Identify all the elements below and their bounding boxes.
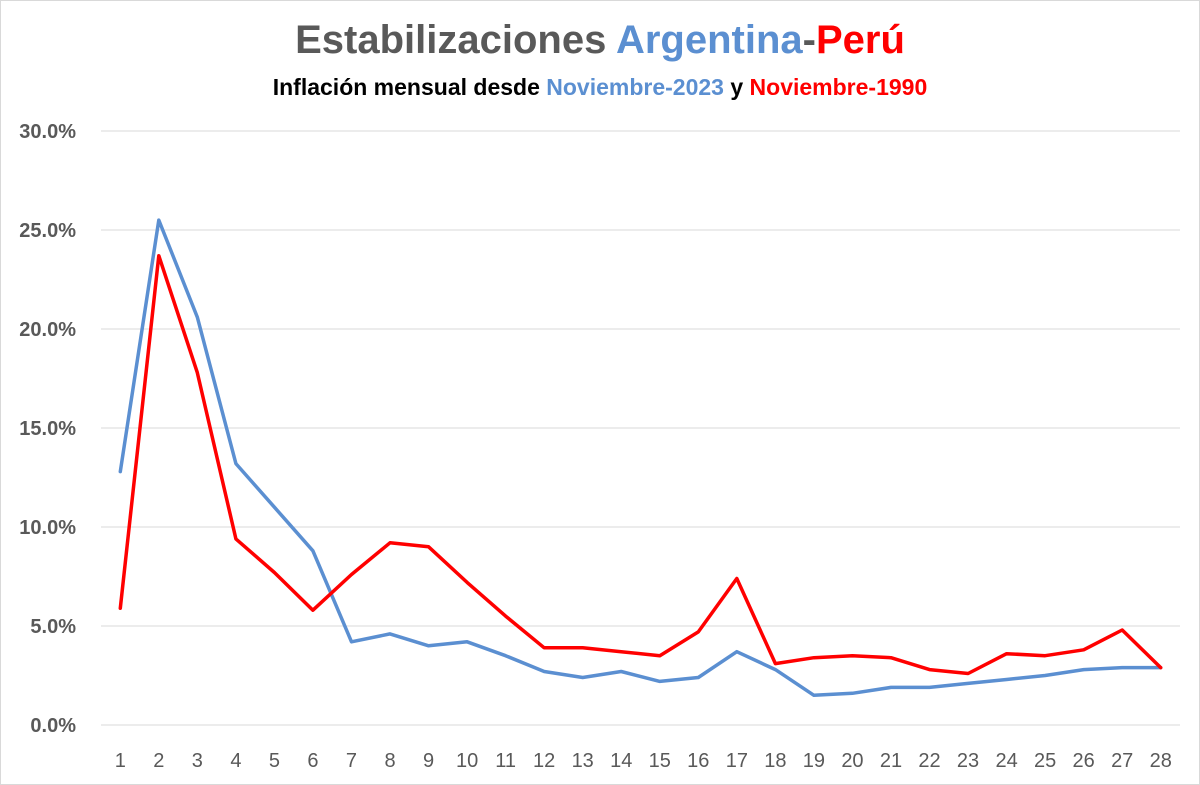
x-tick-label: 2 bbox=[153, 750, 164, 772]
x-tick-label: 24 bbox=[995, 750, 1017, 772]
x-tick-label: 16 bbox=[687, 750, 709, 772]
subtitle-period-peru: Noviembre-1990 bbox=[749, 74, 928, 100]
x-tick-label: 1 bbox=[115, 750, 126, 772]
gridlines bbox=[101, 130, 1180, 726]
title-peru: Perú bbox=[815, 18, 905, 62]
chart-subtitle: Inflación mensual desde Noviembre-2023 y… bbox=[0, 74, 1200, 101]
x-tick-label: 5 bbox=[269, 750, 280, 772]
series-lines bbox=[118, 218, 1163, 698]
x-tick-label: 8 bbox=[384, 750, 395, 772]
subtitle-connector: y bbox=[730, 74, 744, 100]
title-argentina: Argentina bbox=[615, 18, 803, 62]
x-tick-label: 22 bbox=[918, 750, 940, 772]
x-tick-label: 25 bbox=[1034, 750, 1056, 772]
x-tick-label: 12 bbox=[533, 750, 555, 772]
x-tick-label: 9 bbox=[423, 750, 434, 772]
x-tick-label: 19 bbox=[803, 750, 825, 772]
x-tick-label: 21 bbox=[880, 750, 902, 772]
x-tick-label: 17 bbox=[726, 750, 748, 772]
x-tick-label: 15 bbox=[649, 750, 671, 772]
x-axis-ticks: 1 2 3 4 5 6 7 8 9 10 11 12 13 14 15 16 17 18 19 20 21 22 23 24 2… bbox=[115, 750, 1172, 772]
y-tick-label: 15.0% bbox=[19, 418, 76, 440]
x-tick-label: 28 bbox=[1150, 750, 1172, 772]
chart-title: Estabilizaciones Argentina-Perú bbox=[0, 18, 1200, 63]
x-tick-label: 10 bbox=[456, 750, 478, 772]
y-axis-ticks: 0.0% 5.0% 10.0% 15.0% 20.0% 25.0% 30.0% bbox=[19, 121, 76, 737]
y-tick-label: 10.0% bbox=[19, 517, 76, 539]
x-tick-label: 4 bbox=[230, 750, 241, 772]
x-tick-label: 6 bbox=[307, 750, 318, 772]
title-prefix: Estabilizaciones bbox=[295, 18, 607, 62]
y-tick-label: 20.0% bbox=[19, 319, 76, 341]
x-tick-label: 18 bbox=[764, 750, 786, 772]
series-line-peru bbox=[118, 253, 1163, 676]
subtitle-prefix: Inflación mensual desde bbox=[272, 74, 540, 100]
y-tick-label: 25.0% bbox=[19, 220, 76, 242]
x-tick-label: 13 bbox=[572, 750, 594, 772]
y-tick-label: 0.0% bbox=[30, 715, 76, 737]
x-tick-label: 11 bbox=[495, 750, 516, 772]
x-tick-label: 7 bbox=[346, 750, 357, 772]
x-tick-label: 3 bbox=[192, 750, 203, 772]
subtitle-period-argentina: Noviembre-2023 bbox=[546, 74, 724, 100]
y-tick-label: 5.0% bbox=[30, 616, 76, 638]
series-line-argentina bbox=[118, 218, 1163, 698]
title-separator: - bbox=[802, 18, 816, 62]
x-tick-label: 20 bbox=[841, 750, 863, 772]
x-tick-label: 14 bbox=[610, 750, 632, 772]
y-tick-label: 30.0% bbox=[19, 121, 76, 143]
x-tick-label: 26 bbox=[1073, 750, 1095, 772]
x-tick-label: 23 bbox=[957, 750, 979, 772]
x-tick-label: 27 bbox=[1111, 750, 1133, 772]
